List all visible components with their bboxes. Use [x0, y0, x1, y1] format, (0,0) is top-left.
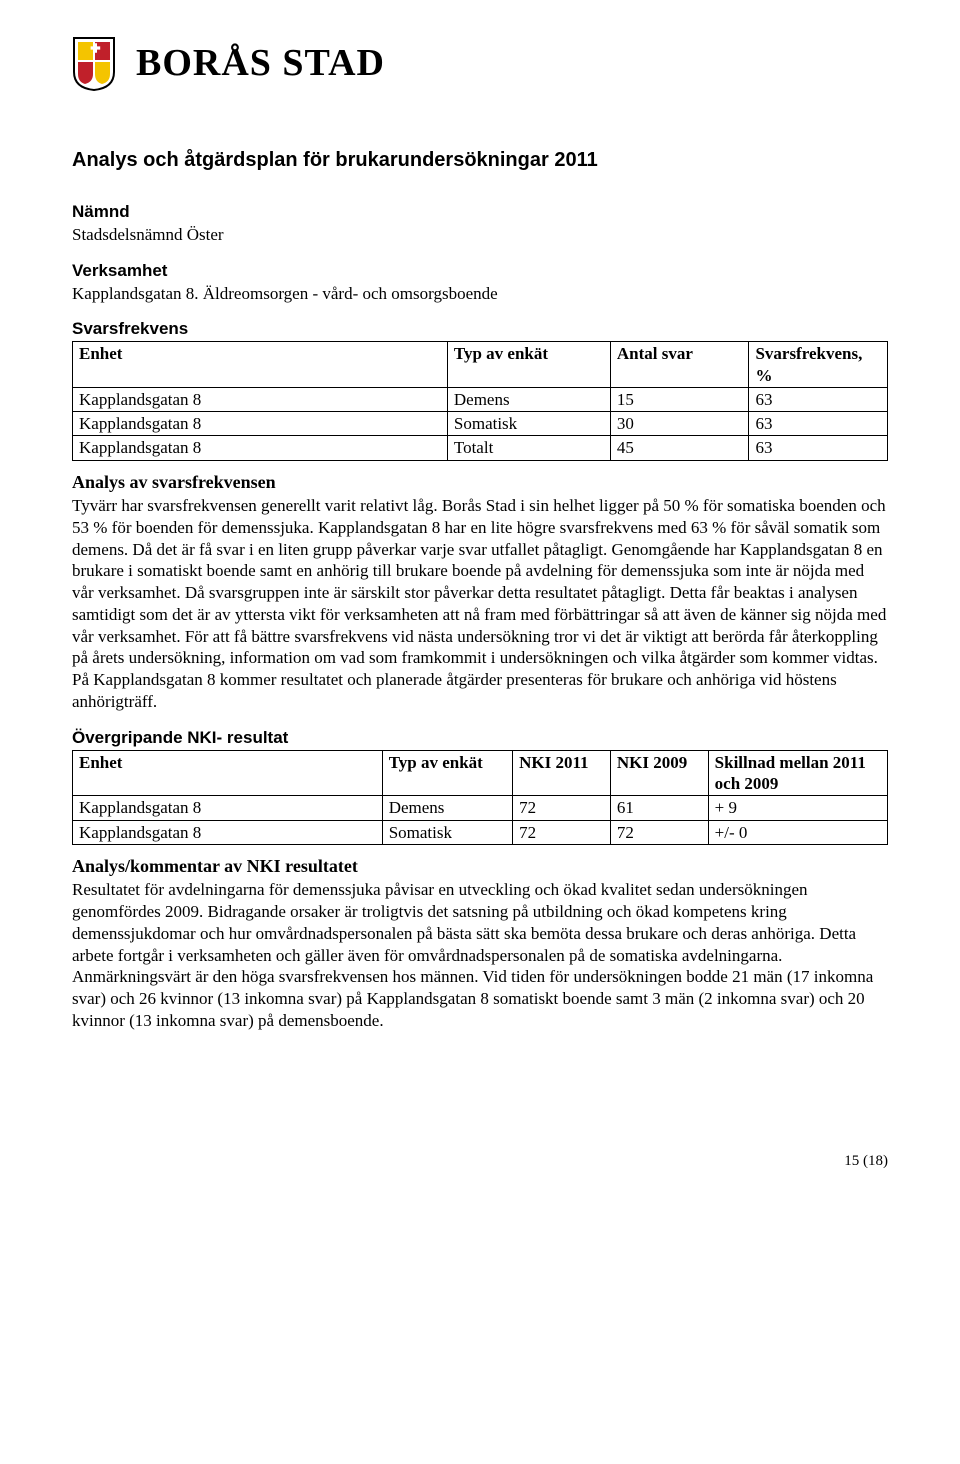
cell-antal: 30: [610, 412, 749, 436]
cell-enhet: Kapplandsgatan 8: [73, 412, 448, 436]
crest-icon: [72, 36, 116, 92]
cell-antal: 15: [610, 387, 749, 411]
th-typ: Typ av enkät: [382, 750, 512, 796]
cell-enhet: Kapplandsgatan 8: [73, 436, 448, 460]
th-enhet: Enhet: [73, 750, 383, 796]
th-nki2009: NKI 2009: [610, 750, 708, 796]
table-row: Kapplandsgatan 8 Totalt 45 63: [73, 436, 888, 460]
cell-pct: 63: [749, 412, 888, 436]
th-pct: Svarsfrekvens, %: [749, 342, 888, 388]
svarsfrekvens-label: Svarsfrekvens: [72, 318, 888, 339]
page-footer: 15 (18): [72, 1152, 888, 1171]
header-logo-row: BORÅS STAD: [72, 36, 888, 92]
analys-sv-body: Tyvärr har svarsfrekvensen generellt var…: [72, 495, 888, 713]
verksamhet-label: Verksamhet: [72, 260, 888, 281]
nki-table: Enhet Typ av enkät NKI 2011 NKI 2009 Ski…: [72, 750, 888, 845]
analys-sv-heading: Analys av svarsfrekvensen: [72, 471, 888, 494]
table-header-row: Enhet Typ av enkät NKI 2011 NKI 2009 Ski…: [73, 750, 888, 796]
analys-nki-heading: Analys/kommentar av NKI resultatet: [72, 855, 888, 878]
namnd-value: Stadsdelsnämnd Öster: [72, 224, 888, 245]
table-header-row: Enhet Typ av enkät Antal svar Svarsfrekv…: [73, 342, 888, 388]
cell-typ: Demens: [382, 796, 512, 820]
th-nki2011: NKI 2011: [513, 750, 611, 796]
cell-enhet: Kapplandsgatan 8: [73, 796, 383, 820]
svarsfrekvens-table: Enhet Typ av enkät Antal svar Svarsfrekv…: [72, 341, 888, 460]
th-enhet: Enhet: [73, 342, 448, 388]
table-row: Kapplandsgatan 8 Demens 15 63: [73, 387, 888, 411]
verksamhet-value: Kapplandsgatan 8. Äldreomsorgen - vård- …: [72, 283, 888, 304]
table-row: Kapplandsgatan 8 Demens 72 61 + 9: [73, 796, 888, 820]
th-diff: Skillnad mellan 2011 och 2009: [708, 750, 887, 796]
namnd-label: Nämnd: [72, 201, 888, 222]
table-row: Kapplandsgatan 8 Somatisk 72 72 +/- 0: [73, 820, 888, 844]
nki-label: Övergripande NKI- resultat: [72, 727, 888, 748]
cell-nki2009: 61: [610, 796, 708, 820]
analys-nki-body: Resultatet för avdelningarna för demenss…: [72, 879, 888, 1031]
table-row: Kapplandsgatan 8 Somatisk 30 63: [73, 412, 888, 436]
cell-diff: + 9: [708, 796, 887, 820]
th-antal: Antal svar: [610, 342, 749, 388]
cell-enhet: Kapplandsgatan 8: [73, 387, 448, 411]
brand-text: BORÅS STAD: [136, 40, 385, 88]
cell-pct: 63: [749, 436, 888, 460]
doc-title: Analys och åtgärdsplan för brukarundersö…: [72, 148, 888, 173]
cell-pct: 63: [749, 387, 888, 411]
cell-nki2009: 72: [610, 820, 708, 844]
cell-diff: +/- 0: [708, 820, 887, 844]
th-typ: Typ av enkät: [447, 342, 610, 388]
cell-typ: Somatisk: [382, 820, 512, 844]
cell-typ: Somatisk: [447, 412, 610, 436]
cell-nki2011: 72: [513, 796, 611, 820]
cell-nki2011: 72: [513, 820, 611, 844]
cell-typ: Totalt: [447, 436, 610, 460]
cell-enhet: Kapplandsgatan 8: [73, 820, 383, 844]
cell-typ: Demens: [447, 387, 610, 411]
cell-antal: 45: [610, 436, 749, 460]
